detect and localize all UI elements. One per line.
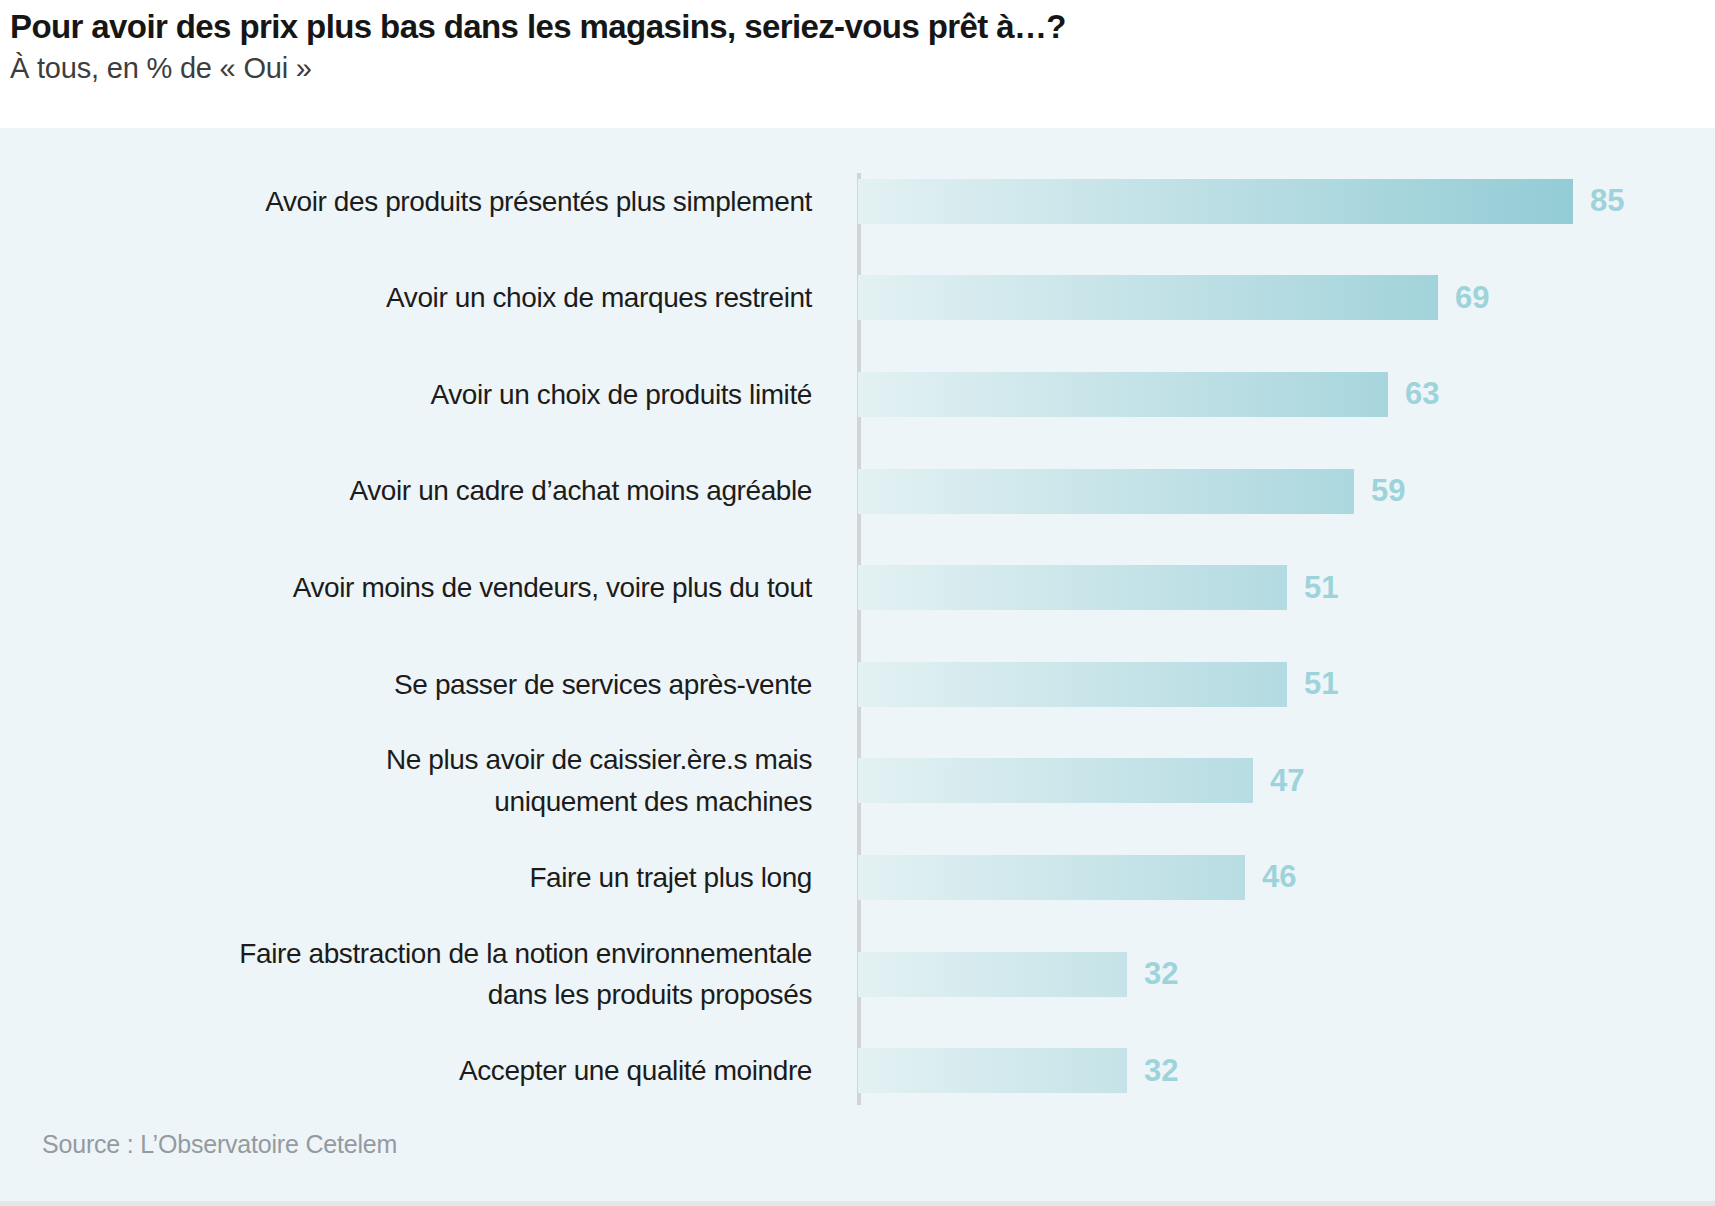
bar	[858, 469, 1354, 514]
category-label: Avoir moins de vendeurs, voire plus du t…	[0, 567, 858, 608]
bar	[858, 855, 1245, 900]
bar-rows: Avoir des produits présentés plus simple…	[0, 153, 1715, 1119]
value-label: 59	[1371, 473, 1405, 509]
category-label: Faire un trajet plus long	[0, 857, 858, 898]
bar-row: Avoir un choix de marques restreint 69	[0, 250, 1715, 347]
bar	[858, 662, 1287, 707]
bar-cell: 32	[858, 1048, 1715, 1093]
bar-row: Avoir moins de vendeurs, voire plus du t…	[0, 539, 1715, 636]
bar-row: Accepter une qualité moindre 32	[0, 1022, 1715, 1119]
category-label: Avoir un choix de marques restreint	[0, 277, 858, 318]
bar-row: Faire un trajet plus long 46	[0, 829, 1715, 926]
bar	[858, 1048, 1127, 1093]
chart-panel: Avoir des produits présentés plus simple…	[0, 128, 1715, 1206]
bar-cell: 59	[858, 469, 1715, 514]
bar	[858, 952, 1127, 997]
value-label: 32	[1144, 1053, 1178, 1089]
category-label: Faire abstraction de la notion environne…	[0, 933, 858, 1016]
value-label: 46	[1262, 859, 1296, 895]
category-label: Accepter une qualité moindre	[0, 1050, 858, 1091]
value-label: 51	[1304, 570, 1338, 606]
chart-subtitle: À tous, en % de « Oui »	[10, 52, 1715, 85]
category-label: Avoir des produits présentés plus simple…	[0, 181, 858, 222]
value-label: 51	[1304, 666, 1338, 702]
value-label: 63	[1405, 376, 1439, 412]
source-note: Source : L’Observatoire Cetelem	[42, 1130, 397, 1159]
bar-cell: 32	[858, 952, 1715, 997]
chart-header: Pour avoir des prix plus bas dans les ma…	[0, 0, 1715, 128]
value-label: 85	[1590, 183, 1624, 219]
category-label: Se passer de services après-vente	[0, 664, 858, 705]
bar	[858, 179, 1573, 224]
bar-row: Avoir un choix de produits limité 63	[0, 346, 1715, 443]
category-label: Avoir un choix de produits limité	[0, 374, 858, 415]
bar	[858, 275, 1438, 320]
bar	[858, 565, 1287, 610]
bar-row: Avoir un cadre d’achat moins agréable 59	[0, 443, 1715, 540]
value-label: 32	[1144, 956, 1178, 992]
bottom-divider	[0, 1201, 1715, 1206]
bar-row: Faire abstraction de la notion environne…	[0, 926, 1715, 1023]
category-label: Ne plus avoir de caissier.ère.s mais uni…	[0, 739, 858, 822]
value-label: 69	[1455, 280, 1489, 316]
value-label: 47	[1270, 763, 1304, 799]
bar-cell: 69	[858, 275, 1715, 320]
bar-cell: 46	[858, 855, 1715, 900]
bar-cell: 47	[858, 758, 1715, 803]
chart-title: Pour avoir des prix plus bas dans les ma…	[10, 8, 1715, 46]
bar-row: Avoir des produits présentés plus simple…	[0, 153, 1715, 250]
bar	[858, 758, 1253, 803]
bar-cell: 85	[858, 179, 1715, 224]
bar-cell: 51	[858, 662, 1715, 707]
category-label: Avoir un cadre d’achat moins agréable	[0, 470, 858, 511]
bar-cell: 51	[858, 565, 1715, 610]
bar-row: Ne plus avoir de caissier.ère.s mais uni…	[0, 733, 1715, 830]
bar	[858, 372, 1388, 417]
bar-cell: 63	[858, 372, 1715, 417]
bar-row: Se passer de services après-vente 51	[0, 636, 1715, 733]
